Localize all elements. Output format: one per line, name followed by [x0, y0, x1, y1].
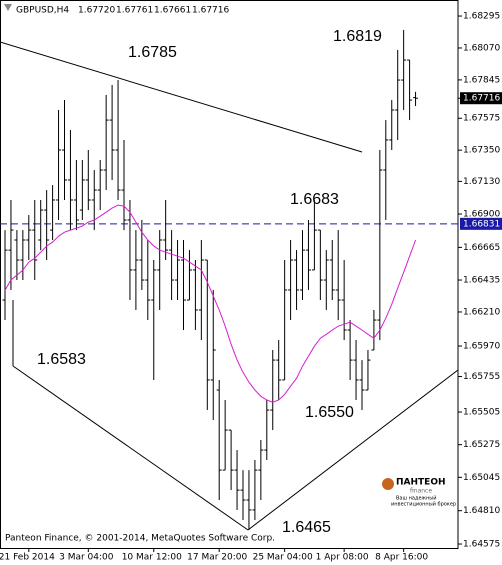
y-tick-label: 1.66210	[463, 307, 500, 317]
y-tick-label: 1.65505	[463, 408, 500, 418]
logo-icon	[382, 478, 394, 490]
symbol-icon	[4, 4, 12, 11]
logo-name: ПАНТЕОН	[396, 478, 446, 488]
y-tick-label: 1.66435	[463, 276, 500, 286]
header-low: 1.67661	[154, 6, 191, 16]
x-tick-label: 21 Feb 2014	[0, 553, 55, 563]
header-high: 1.67761	[116, 6, 153, 16]
annotation: 1.6785	[128, 44, 177, 61]
y-tick-label: 1.66900	[463, 210, 500, 220]
annotation: 1.6683	[290, 191, 339, 208]
y-tick-label: 1.64810	[463, 506, 500, 516]
y-tick-label: 1.67350	[463, 146, 500, 156]
annotation: 1.6583	[37, 351, 86, 368]
logo-tagline: Ваш надежный	[396, 495, 437, 502]
logo-tagline: инвестиционный брокер	[391, 501, 456, 508]
y-tick-label: 1.67845	[463, 75, 500, 85]
x-tick-label: 3 Mar 04:00	[59, 553, 114, 563]
trend-line	[12, 365, 249, 531]
x-tick-label: 10 Mar 12:00	[122, 553, 182, 563]
hline-label: 1.66831	[463, 219, 500, 229]
y-tick-label: 1.64575	[463, 540, 500, 550]
header-open: 1.67720	[78, 6, 115, 16]
annotation: 1.6550	[305, 404, 354, 421]
trend-line	[0, 41, 363, 153]
moving-average	[4, 204, 417, 403]
x-tick-label: 8 Apr 16:00	[375, 553, 428, 563]
last-price-label: 1.67716	[463, 94, 500, 104]
y-tick-label: 1.66665	[463, 243, 500, 253]
x-tick-label: 25 Mar 04:00	[253, 553, 313, 563]
y-tick-label: 1.65045	[463, 473, 500, 483]
y-tick-label: 1.68070	[463, 43, 500, 53]
y-tick-label: 1.65970	[463, 342, 500, 352]
y-tick-label: 1.67575	[463, 114, 500, 124]
trend-line	[247, 369, 459, 531]
annotation: 1.6819	[333, 28, 382, 45]
y-tick-label: 1.68295	[463, 12, 500, 22]
watermark: Panteon Finance, © 2001-2014, MetaQuotes…	[5, 534, 275, 544]
x-tick-label: 17 Mar 20:00	[187, 553, 247, 563]
y-tick-label: 1.65275	[463, 440, 500, 450]
y-tick-label: 1.65755	[463, 372, 500, 382]
y-tick-label: 1.67130	[463, 177, 500, 187]
hline-label-bg	[460, 217, 502, 230]
annotation: 1.6465	[282, 519, 331, 536]
plot-frame	[0, 0, 459, 549]
symbol: GBPUSD,H4	[16, 6, 69, 16]
last-price-bg	[460, 92, 502, 105]
x-tick-label: 1 Apr 08:00	[316, 553, 369, 563]
header-close: 1.67716	[192, 6, 229, 16]
logo-sub: finance	[410, 488, 432, 495]
